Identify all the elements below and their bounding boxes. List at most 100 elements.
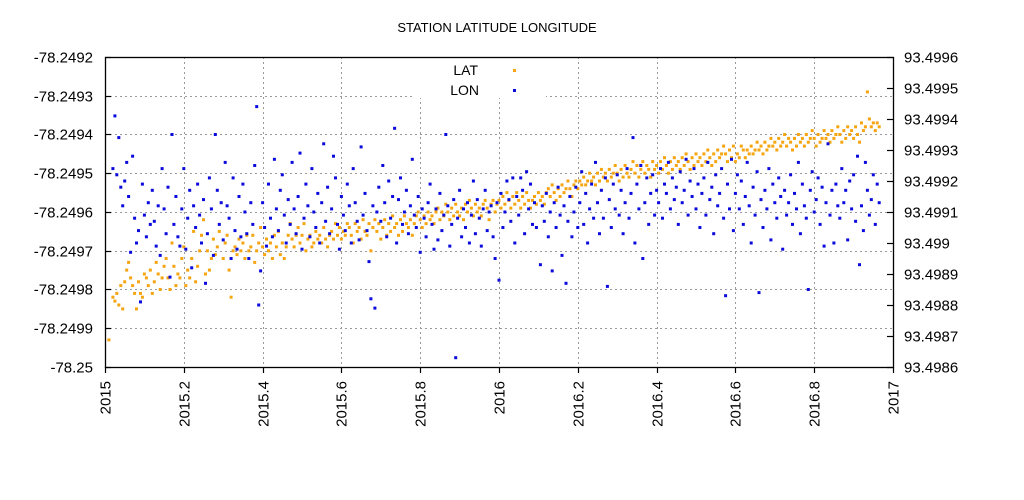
data-point-lon — [791, 222, 794, 226]
data-point-lon — [515, 195, 519, 198]
data-point-lon — [609, 226, 613, 229]
data-point-lat — [511, 195, 515, 198]
data-point-lon — [328, 232, 332, 236]
data-point-lat — [664, 164, 668, 167]
data-point-lon — [436, 238, 440, 242]
data-point-lat — [692, 164, 696, 167]
data-point-lon — [353, 201, 357, 205]
data-point-lat — [542, 202, 546, 206]
data-point-lon — [367, 260, 371, 264]
data-point-lon — [806, 288, 810, 291]
data-point-lat — [450, 206, 454, 210]
data-point-lon — [785, 213, 789, 217]
data-point-lon — [154, 244, 158, 248]
data-point-lon — [343, 229, 347, 233]
data-point-lat — [205, 249, 209, 253]
data-point-lon — [789, 173, 793, 177]
data-point-lon — [241, 182, 245, 186]
data-point-lat — [389, 229, 393, 233]
data-point-lon — [190, 266, 194, 270]
data-point-lat — [263, 253, 267, 257]
data-point-lon — [631, 136, 635, 140]
data-point-lon — [787, 201, 791, 205]
data-point-lon — [678, 170, 682, 174]
y2-tick-label: 93.4987 — [904, 329, 958, 346]
data-point-lon — [239, 235, 243, 239]
data-point-lat — [578, 179, 582, 183]
data-point-lon — [663, 182, 666, 186]
data-point-lat — [525, 191, 529, 195]
data-point-lat — [302, 222, 306, 226]
data-point-lat — [229, 295, 233, 299]
data-point-lat — [627, 175, 631, 179]
series-lon — [111, 83, 881, 360]
data-point-lon — [846, 238, 850, 242]
data-point-lat — [680, 156, 684, 160]
data-point-lon — [119, 185, 123, 189]
data-point-lat — [808, 136, 812, 140]
data-point-lon — [391, 195, 395, 198]
data-point-lon — [444, 133, 448, 136]
data-point-lon — [856, 154, 859, 158]
data-point-lon — [607, 198, 611, 202]
data-point-lon — [424, 235, 428, 239]
data-point-lat — [426, 210, 430, 214]
x-tick-label: 2015.8 — [413, 381, 430, 427]
data-point-lat — [519, 206, 523, 210]
data-point-lon — [420, 207, 424, 211]
data-point-lon — [629, 191, 633, 195]
data-point-lon — [623, 201, 627, 205]
data-point-lon — [641, 257, 645, 260]
data-point-lon — [432, 247, 436, 251]
data-point-lon — [867, 213, 871, 217]
data-point-lat — [119, 284, 123, 288]
data-point-lon — [231, 176, 235, 180]
data-point-lat — [466, 210, 469, 214]
data-point-lat — [298, 241, 302, 245]
legend: LAT LON — [412, 58, 546, 98]
data-point-lat — [558, 195, 562, 198]
data-point-lon — [393, 126, 397, 130]
data-point-lon — [414, 226, 418, 229]
data-point-lon — [800, 182, 804, 186]
data-point-lon — [184, 247, 188, 251]
data-point-lat — [499, 206, 503, 210]
data-point-lon — [686, 213, 690, 217]
data-point-lat — [672, 156, 676, 160]
data-point-lat — [131, 284, 135, 288]
data-point-lon — [838, 216, 842, 220]
data-point-lon — [399, 176, 402, 180]
data-point-lon — [306, 204, 310, 208]
data-point-lat — [278, 253, 282, 257]
data-point-lat — [320, 241, 324, 245]
data-point-lat — [115, 291, 119, 295]
data-point-lat — [231, 249, 235, 253]
data-point-lat — [255, 249, 259, 253]
data-point-lat — [247, 249, 251, 253]
data-point-lat — [373, 218, 377, 222]
data-point-lat — [284, 245, 288, 249]
data-point-lat — [326, 245, 330, 249]
data-point-lat — [625, 171, 629, 175]
data-point-lon — [745, 160, 749, 164]
data-point-lat — [562, 191, 566, 195]
data-point-lon — [243, 210, 247, 214]
data-point-lon — [763, 188, 767, 192]
data-point-lon — [704, 213, 708, 217]
data-point-lat — [739, 144, 743, 148]
data-point-lat — [430, 214, 434, 218]
data-point-lat — [755, 140, 759, 144]
data-point-lon — [852, 173, 856, 177]
data-point-lat — [631, 160, 635, 164]
data-point-lat — [523, 202, 527, 206]
data-point-lon — [192, 204, 196, 208]
data-point-lat — [688, 167, 692, 171]
data-point-lat — [568, 187, 572, 191]
data-point-lat — [629, 167, 633, 171]
data-point-lon — [314, 226, 318, 229]
data-point-lat — [554, 198, 558, 202]
data-point-lon — [469, 213, 473, 217]
data-point-lat — [237, 237, 241, 241]
data-point-lon — [848, 179, 852, 183]
data-point-lon — [452, 198, 456, 202]
